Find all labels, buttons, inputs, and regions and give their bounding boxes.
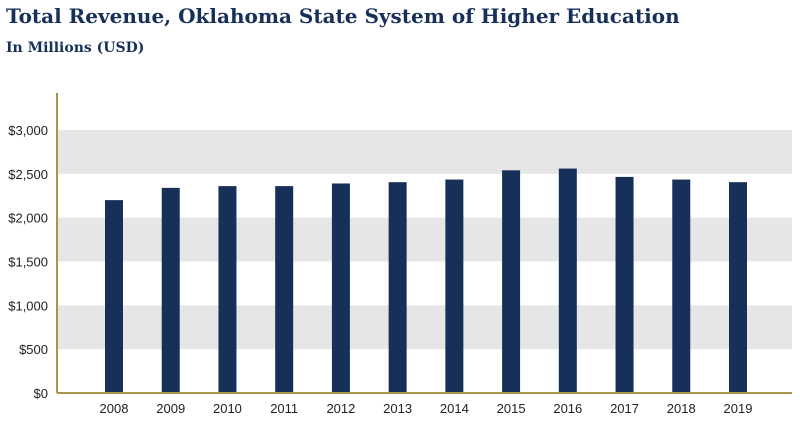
bar-2010	[218, 186, 237, 393]
chart-subtitle: In Millions (USD)	[6, 40, 145, 56]
x-tick-label: 2011	[270, 401, 298, 416]
x-tick-label: 2019	[724, 401, 753, 416]
y-tick-label: $1,000	[8, 298, 48, 313]
bar-2015	[502, 170, 521, 393]
bar-2017	[615, 176, 634, 393]
bar-2016	[558, 168, 577, 393]
y-tick-label: $1,500	[8, 255, 48, 270]
x-tick-label: 2013	[383, 401, 412, 416]
bar-2009	[161, 187, 180, 393]
bar-2011	[275, 186, 294, 393]
x-tick-label: 2014	[440, 401, 469, 416]
x-tick-label: 2012	[326, 401, 355, 416]
y-tick-label: $3,000	[8, 123, 48, 138]
bar-2008	[105, 200, 123, 393]
x-tick-label: 2008	[100, 401, 129, 416]
bar-2018	[672, 179, 691, 393]
x-tick-label: 2017	[610, 401, 639, 416]
chart-title: Total Revenue, Oklahoma State System of …	[6, 4, 680, 28]
x-tick-label: 2016	[553, 401, 582, 416]
grid-band	[57, 130, 792, 174]
bar-2013	[388, 182, 407, 393]
y-tick-label: $0	[34, 386, 48, 401]
bar-2014	[445, 179, 464, 393]
y-tick-label: $2,000	[8, 211, 48, 226]
x-tick-label: 2009	[156, 401, 185, 416]
y-tick-label: $500	[19, 342, 48, 357]
x-tick-label: 2010	[213, 401, 242, 416]
x-tick-label: 2015	[497, 401, 526, 416]
y-tick-label: $2,500	[8, 167, 48, 182]
x-tick-label: 2018	[667, 401, 696, 416]
bar-2012	[331, 183, 350, 393]
bar-2019	[729, 182, 747, 393]
